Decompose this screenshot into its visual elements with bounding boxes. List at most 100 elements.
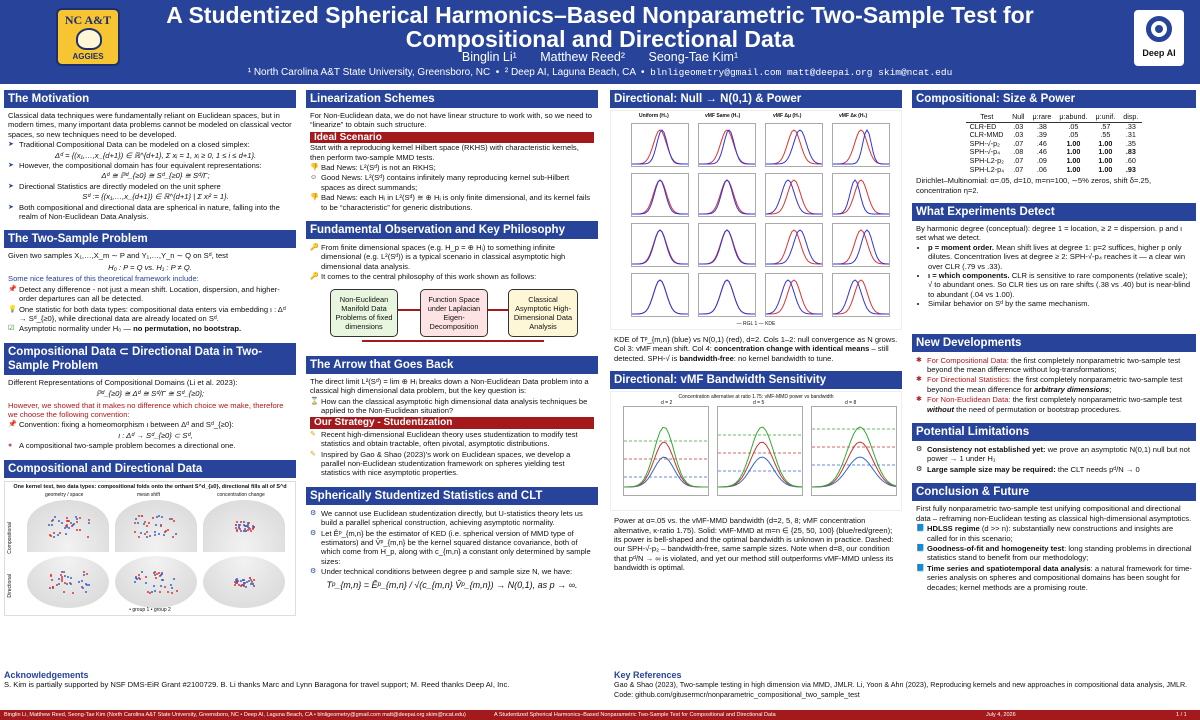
kde-plot [631,223,689,267]
section-clt: Spherically Studentized Statistics and C… [306,486,598,595]
author: Matthew Reed² [540,50,626,64]
section-title: Linearization Schemes [306,90,598,108]
sample-point [144,532,147,535]
table-cell: SPH-L2-p₄ [969,164,1005,174]
poster-header: NC A&T AGGIES A Studentized Spherical Ha… [0,0,1200,84]
table-cell: SPH-√-p₂ [969,138,1000,148]
vmf-power-plot [623,406,709,497]
section-what-detect: What Experiments Detect By harmonic degr… [912,202,1196,312]
sample-point [48,523,51,526]
sample-point [137,536,140,539]
sample-point [239,524,242,527]
sample-point [249,577,252,580]
table-row: SPH-√-p₄ .08 .46 1.00 1.00 .83 [966,148,1143,157]
sample-point [71,591,74,594]
sample-point [49,574,52,577]
sample-point [153,572,156,575]
section-fundamental: Fundamental Observation and Key Philosop… [306,221,598,351]
flow-box-manifold: Non-Euclidean Manifold Data Problems of … [330,288,398,337]
sample-point [146,525,149,528]
gear-icon: ⚙ [916,465,923,473]
acknowledgements: Acknowledgements S. Kim is partially sup… [4,670,510,690]
sample-point [241,584,244,587]
section-title: Compositional: Size & Power [912,90,1196,108]
sample-point [248,526,251,529]
sample-point [56,534,59,536]
section-motivation: The Motivation Classical data techniques… [4,90,296,225]
sample-point [171,517,174,520]
vmf-power-plot [717,406,803,497]
thumbs-down-icon: 👎 [310,194,319,202]
gear-icon: ⚙ [310,509,317,517]
sample-point [161,516,164,519]
sample-point [69,582,72,585]
sample-point [61,579,64,582]
flow-box-classical: Classical Asymptotic High-Dimensional Da… [508,288,578,337]
section-title: Compositional Data ⊂ Directional Data in… [4,342,296,375]
sample-point [236,581,239,584]
sample-point [58,583,61,586]
table-cell: CLR-ED [969,121,997,131]
sample-point [155,523,158,526]
circle-icon: ● [8,442,13,450]
sample-point [134,575,137,578]
sample-point [165,529,168,532]
sample-point [78,581,81,584]
sample-point [251,580,254,583]
author: Seong-Tae Kim¹ [648,50,739,64]
sample-point [141,570,144,573]
clt-formula: Tᵖ_{m,n} = Êᵖ_{m,n} / √(c_{m,n} V̂ᵖ_{m,n… [326,579,578,590]
sample-point [154,574,157,576]
sample-point [83,571,86,574]
author: Binglin Li¹ [461,50,517,64]
sample-point [173,520,176,523]
sample-point [247,524,250,527]
sample-point [65,525,68,528]
sphere-bottom-1 [27,555,109,608]
table-cell: 1.00 [1098,138,1113,148]
author-list: Binglin Li¹ Matthew Reed² Seong-Tae Kim¹ [140,50,1060,64]
sample-point [136,578,139,581]
table-cell: 1.00 [1066,155,1081,165]
sphere-bottom-3 [203,555,285,608]
table-cell: 1.00 [1098,147,1113,157]
sample-point [49,575,52,578]
sample-point [144,582,147,585]
column-2: Linearization Schemes For Non-Euclidean … [306,90,598,600]
sample-point [242,521,245,524]
sample-point [53,515,56,518]
sample-point [82,574,85,577]
sample-point [88,521,91,524]
sample-point [240,520,243,523]
sample-point [85,583,88,586]
sample-point [147,591,150,594]
sample-point [161,578,164,581]
strategy-banner: Our Strategy - Studentization [310,417,594,429]
table-cell: .03 [1013,121,1024,131]
table-cell: .93 [1125,164,1136,174]
pin-icon: 📌 [8,421,17,429]
table-cell: .38 [1036,121,1047,131]
sample-point [166,528,169,531]
sample-point [234,581,237,584]
pencil-icon: ✎ [310,430,316,438]
code-link[interactable]: Code: github.com/gitusermcr/nonparametri… [614,689,860,699]
sample-point [240,580,243,583]
section-title: The Arrow that Goes Back [306,355,598,374]
vmf-bandwidth-figure: Concentration alternative at ratio 1.75:… [610,391,902,512]
sample-point [74,516,77,519]
sample-point [61,575,64,578]
sample-point [150,590,153,593]
table-row: SPH-L2-p₂ .07 .09 1.00 1.00 .60 [966,155,1143,166]
section-comp-size: Compositional: Size & Power Test Null μ:ra… [912,90,1196,198]
sample-point [75,528,78,531]
sample-point [64,526,67,529]
sample-point [67,526,70,529]
hourglass-icon: ⌛ [310,397,319,405]
sample-point [48,586,51,589]
sample-point [244,585,247,588]
kde-legend: — RGL 1 — KDE [736,321,776,327]
sample-point [238,583,241,586]
sample-point [49,534,52,537]
table-cell: .03 [1013,130,1024,140]
